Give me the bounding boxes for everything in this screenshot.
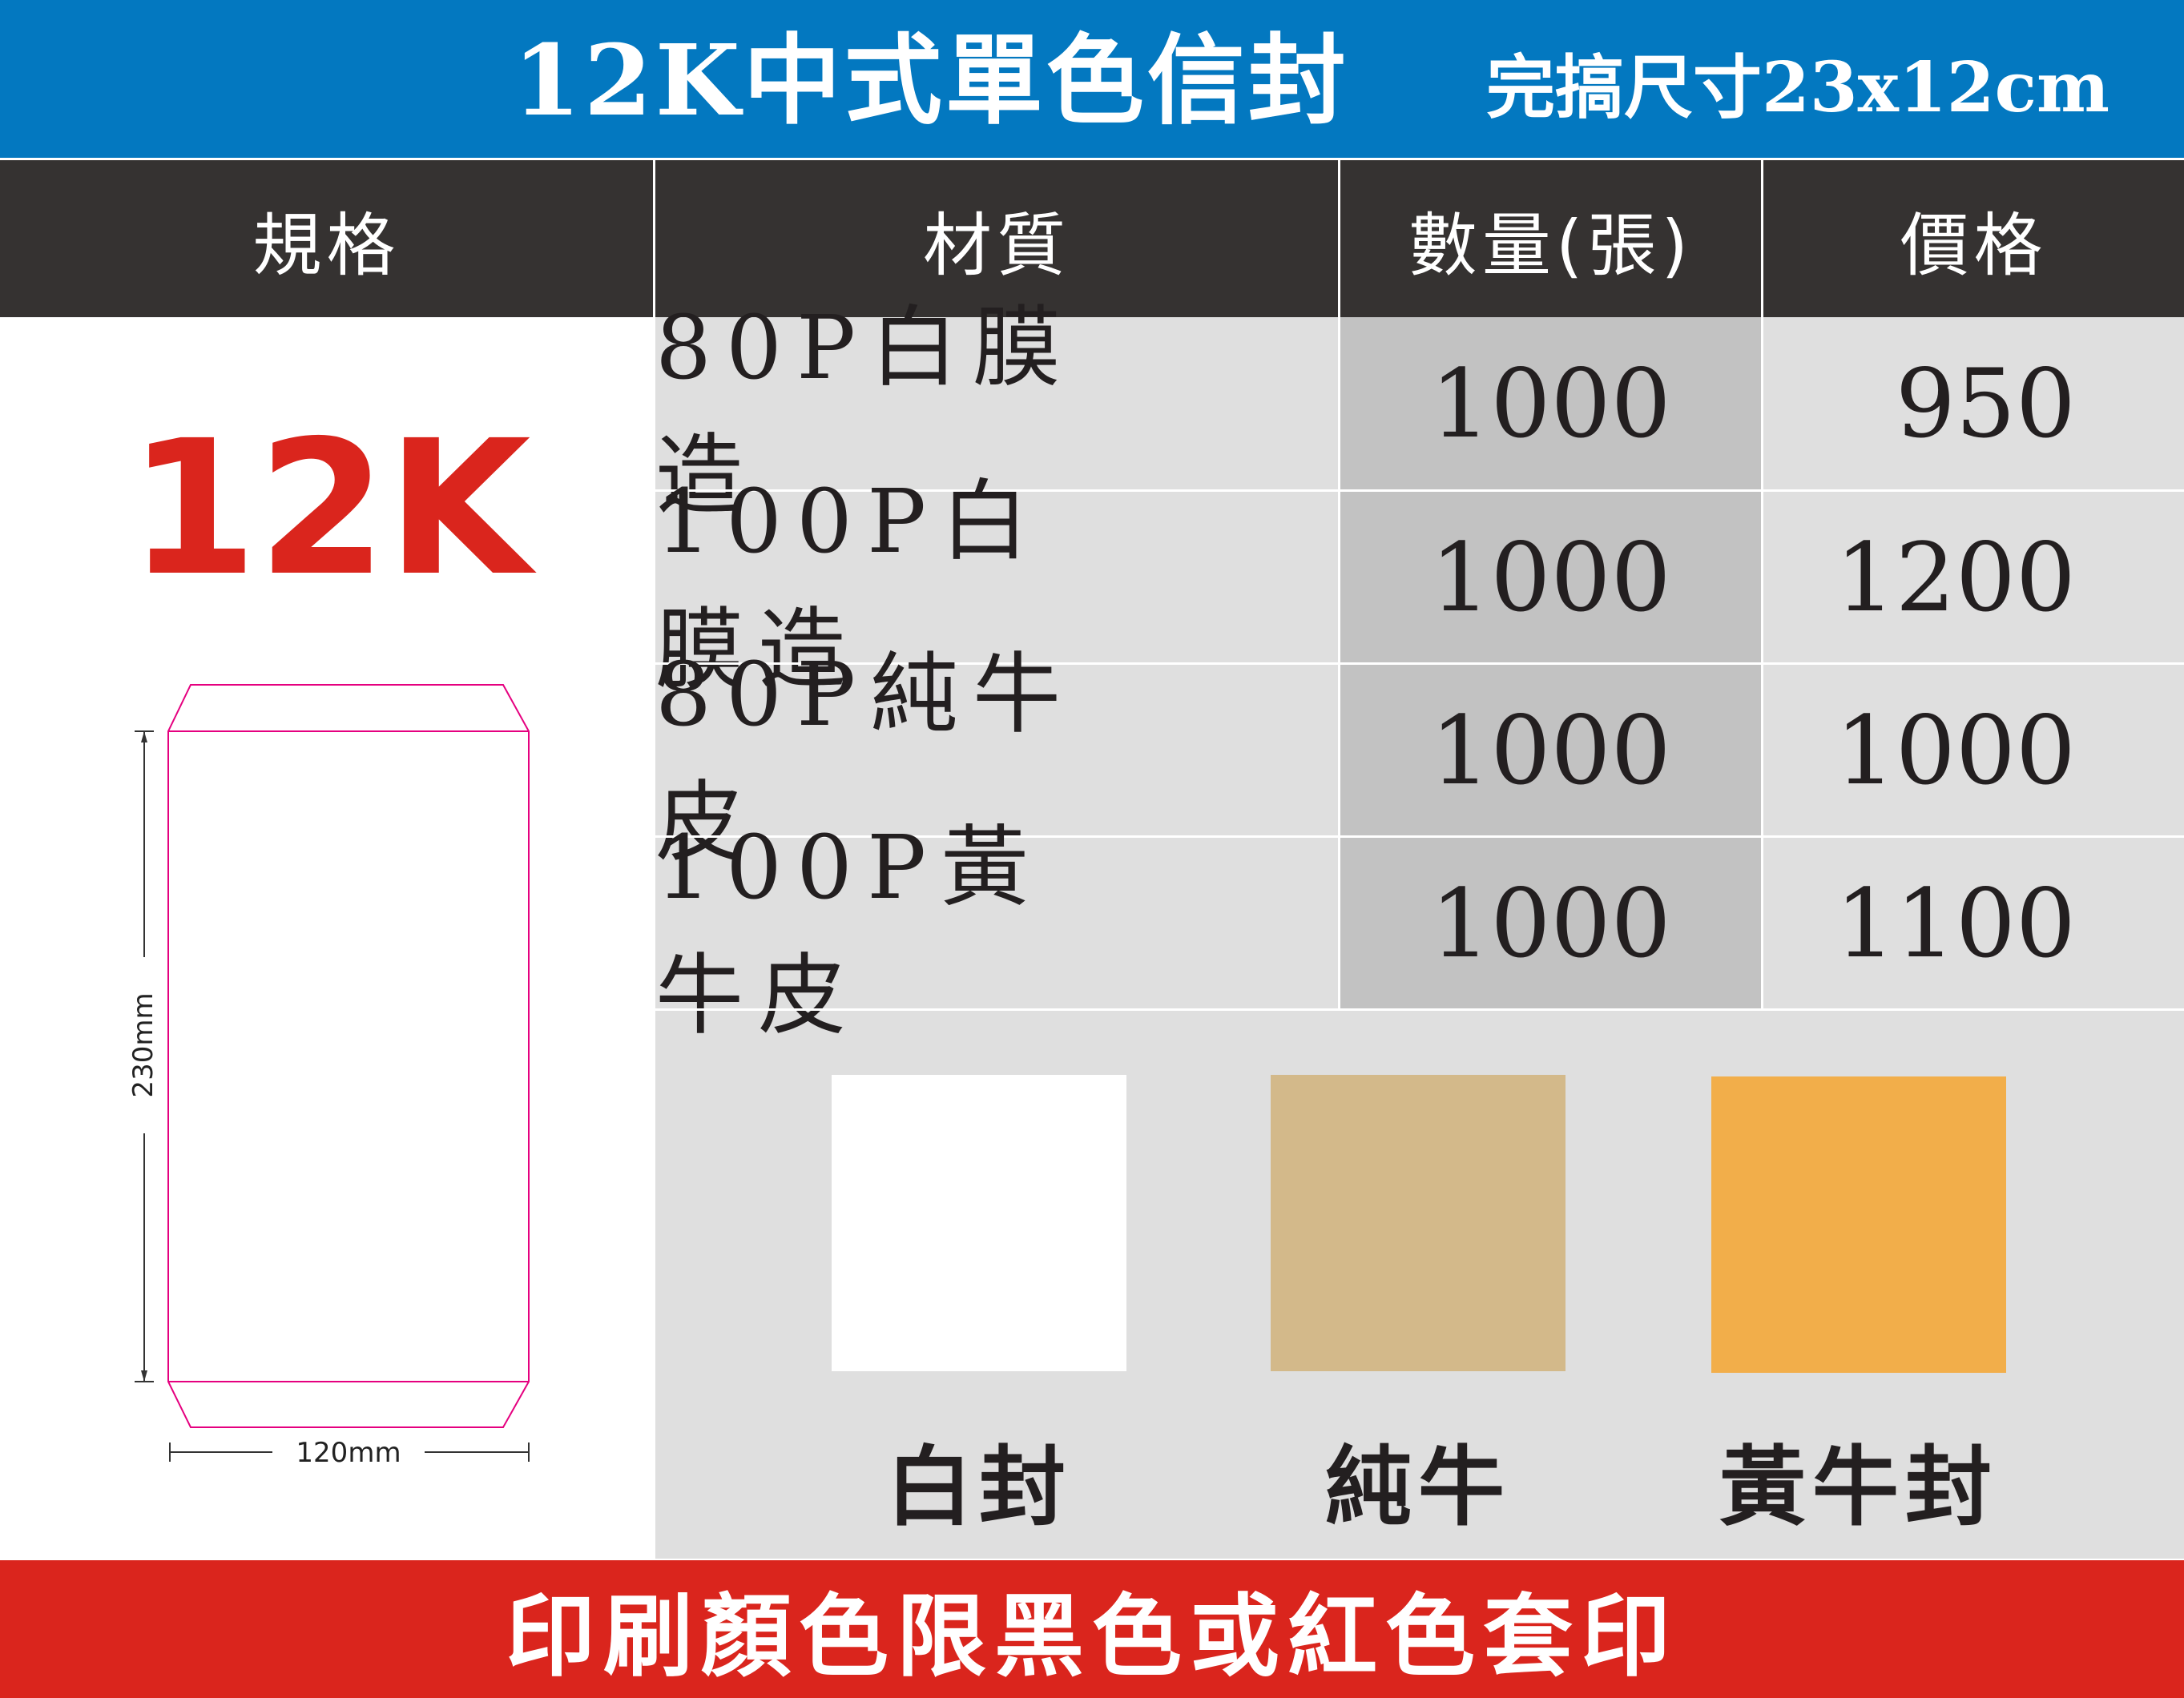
column-divider xyxy=(1761,317,1763,1008)
swatch-kraft xyxy=(1271,1075,1565,1371)
row-divider xyxy=(655,835,2184,838)
row-divider xyxy=(655,489,2184,492)
swatch-yellow-kraft xyxy=(1711,1076,2006,1373)
swatch-label-yellow-kraft: 黃牛封 xyxy=(1719,1437,1998,1538)
column-divider xyxy=(1338,317,1340,1008)
envelope-diagram: 230mm 120mm xyxy=(127,684,530,1469)
footer-note: 印刷顏色限黑色或紅色套印 xyxy=(0,1560,2184,1698)
page-title: 12K中式單色信封 xyxy=(513,22,1349,138)
row-4-quantity: 1000 xyxy=(1340,838,1761,1008)
height-dimension: 230mm xyxy=(127,992,159,1097)
row-4-price: 1100 xyxy=(1835,867,2076,979)
row-1-price: 950 xyxy=(1895,348,2076,459)
envelope-outline xyxy=(167,684,530,1428)
header-material: 材質 xyxy=(655,160,1338,317)
row-3-price: 1000 xyxy=(1835,694,2076,806)
header-spec: 規格 xyxy=(0,160,653,317)
row-2-quantity: 1000 xyxy=(1340,492,1761,662)
swatch-label-white: 白封 xyxy=(885,1437,1072,1538)
row-3-material: 80P純牛皮 xyxy=(655,642,1075,874)
spec-size-label: 12K xyxy=(128,400,531,617)
row-1-quantity: 1000 xyxy=(1340,317,1761,489)
row-3-quantity: 1000 xyxy=(1340,665,1761,835)
row-divider xyxy=(655,1008,2184,1011)
width-dimension: 120mm xyxy=(296,1437,401,1469)
header-price: 價格 xyxy=(1763,160,2184,317)
title-bar xyxy=(0,0,2184,158)
swatch-label-kraft: 純牛 xyxy=(1324,1437,1511,1538)
row-2-price: 1200 xyxy=(1835,521,2076,633)
header-quantity: 數量(張) xyxy=(1340,160,1761,317)
row-4-material: 100P黃牛皮 xyxy=(655,815,1043,1047)
swatch-white xyxy=(832,1075,1126,1371)
finished-size: 完搞尺寸23x12cm xyxy=(1486,47,2109,128)
spec-panel xyxy=(0,317,653,1559)
row-divider xyxy=(655,662,2184,665)
